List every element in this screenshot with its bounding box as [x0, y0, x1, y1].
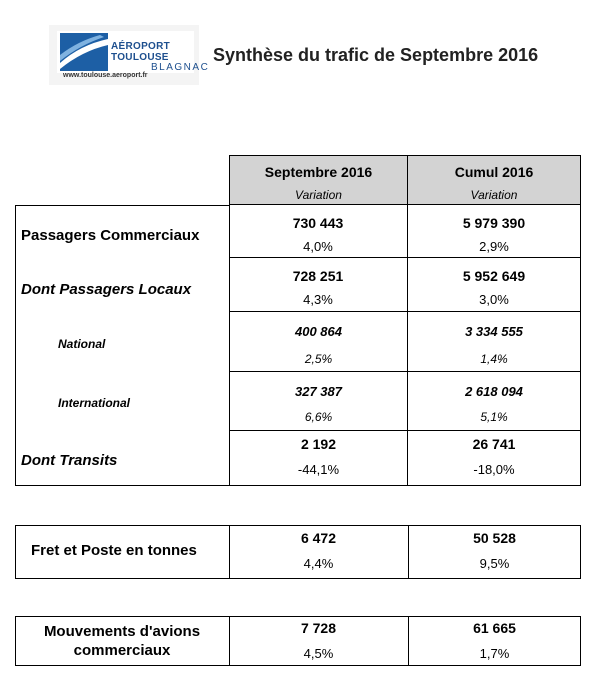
airport-logo: AÉROPORT TOULOUSE BLAGNAC www.toulouse.a…	[49, 25, 208, 85]
cell-variation: 5,1%	[480, 410, 508, 424]
column-header-cumul: Cumul 2016 Variation	[408, 155, 581, 205]
cell-variation: 4,0%	[303, 239, 333, 254]
cell-value: 2 192	[300, 436, 337, 452]
logo-text-aeroport: AÉROPORT	[111, 41, 171, 52]
row-label-mouvements-line1: Mouvements d'avions	[43, 623, 201, 640]
plane-swoosh-icon	[60, 33, 108, 71]
table-cell: 5 979 390 2,9%	[408, 205, 581, 258]
divider	[229, 205, 230, 312]
cell-value: 5 952 649	[462, 268, 526, 284]
table-cell: 2 618 094 5,1%	[408, 372, 581, 431]
cell-value: 7 728	[300, 620, 337, 636]
table-cell: 5 952 649 3,0%	[408, 258, 581, 312]
row-label-dont-passagers-locaux: Dont Passagers Locaux	[21, 281, 192, 298]
cell-variation: 4,3%	[303, 292, 333, 307]
column-header-label: Cumul 2016	[454, 164, 534, 180]
cell-variation: 4,5%	[303, 646, 334, 661]
row-label-passagers-commerciaux: Passagers Commerciaux	[21, 227, 200, 244]
row-label-fret: Fret et Poste en tonnes	[31, 542, 197, 559]
cell-value: 2 618 094	[465, 384, 523, 399]
divider	[408, 616, 409, 666]
cell-variation: -18,0%	[473, 462, 515, 477]
column-header-septembre: Septembre 2016 Variation	[229, 155, 408, 205]
table-cell: 400 864 2,5%	[229, 312, 408, 372]
cell-variation: 2,9%	[479, 239, 509, 254]
cell-value: 728 251	[292, 268, 344, 284]
cell-value: 6 472	[300, 530, 337, 546]
cell-value: 327 387	[295, 384, 342, 399]
row-label-international: International	[58, 396, 131, 410]
cell-value: 3 334 555	[465, 324, 523, 339]
table-cell: 2 192 -44,1%	[229, 431, 408, 486]
page-title: Synthèse du trafic de Septembre 2016	[213, 45, 539, 65]
cell-variation: 6,6%	[304, 410, 333, 424]
row-label-dont-transits: Dont Transits	[21, 452, 118, 469]
mouvements-row	[15, 616, 581, 666]
cell-value: 61 665	[473, 620, 516, 636]
row-labels-block	[15, 205, 229, 486]
divider	[229, 525, 230, 579]
cell-variation: 4,4%	[303, 556, 334, 571]
column-header-label: Septembre 2016	[264, 164, 373, 180]
table-cell: 730 443 4,0%	[229, 205, 408, 258]
cell-value: 50 528	[473, 530, 516, 546]
cell-variation: 9,5%	[479, 556, 510, 571]
cell-variation: 1,7%	[479, 646, 510, 661]
cell-value: 26 741	[472, 436, 516, 452]
row-label-mouvements-line2: commerciaux	[73, 642, 171, 659]
cell-variation: 2,5%	[304, 352, 333, 366]
table-cell: 327 387 6,6%	[229, 372, 408, 431]
logo-text-toulouse: TOULOUSE	[111, 52, 169, 63]
logo-url: www.toulouse.aeroport.fr	[63, 72, 148, 79]
divider	[408, 525, 409, 579]
logo-text-blagnac: BLAGNAC	[151, 62, 210, 73]
cell-value: 730 443	[292, 215, 344, 231]
table-cell: 26 741 -18,0%	[408, 431, 581, 486]
table-cell: 728 251 4,3%	[229, 258, 408, 312]
column-header-sublabel: Variation	[470, 188, 518, 202]
cell-variation: 1,4%	[480, 352, 508, 366]
cell-variation: 3,0%	[479, 292, 509, 307]
table-cell: 3 334 555 1,4%	[408, 312, 581, 372]
cell-value: 400 864	[295, 324, 342, 339]
fret-row	[15, 525, 581, 579]
row-label-national: National	[58, 337, 106, 351]
column-header-sublabel: Variation	[295, 188, 342, 202]
logo-box: AÉROPORT TOULOUSE BLAGNAC	[57, 31, 208, 73]
divider	[229, 616, 230, 666]
cell-variation: -44,1%	[297, 462, 340, 477]
cell-value: 5 979 390	[462, 215, 526, 231]
